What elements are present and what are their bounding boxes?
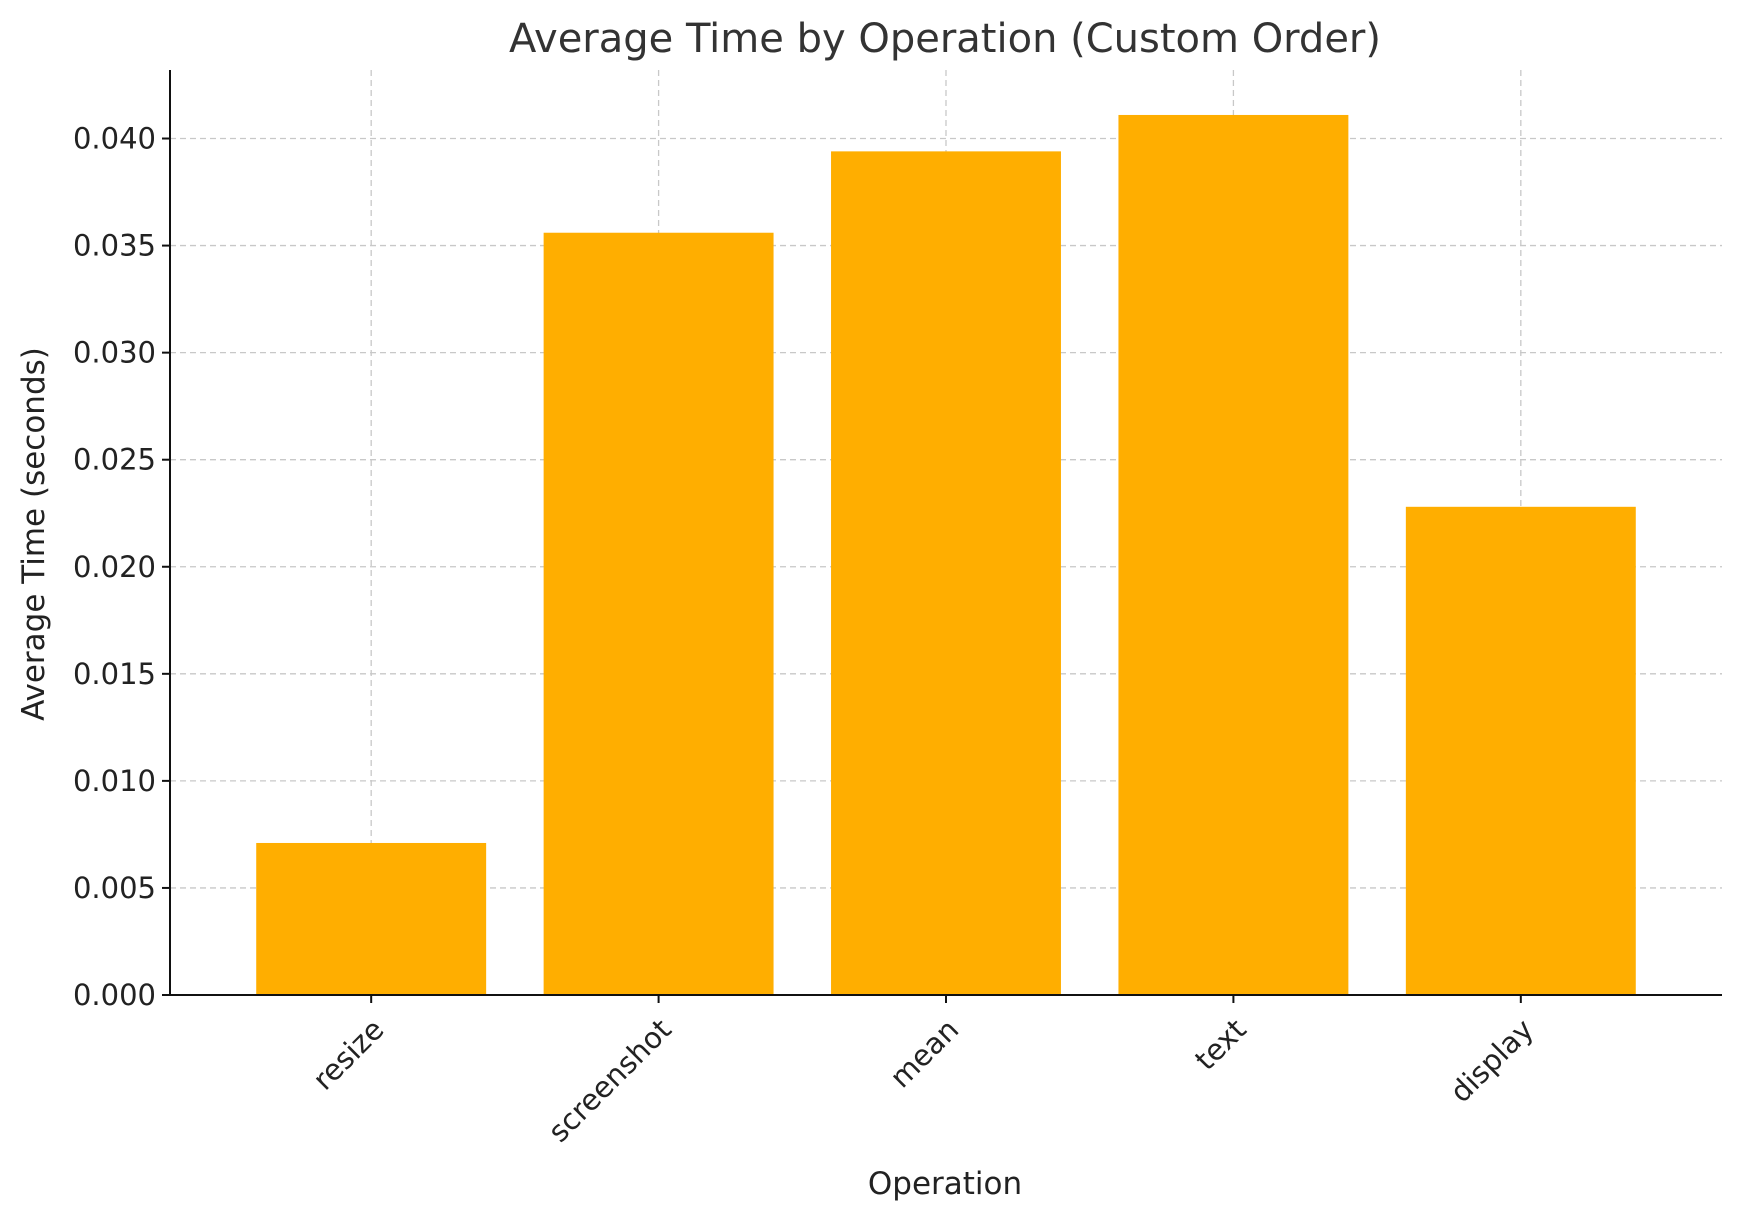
y-tick-label: 0.040 [73,122,156,156]
y-tick-label: 0.030 [73,336,156,370]
bar-resize [256,842,487,995]
x-tick-label: text [1188,1012,1253,1077]
y-tick-label: 0.015 [73,657,156,691]
y-tick-label: 0.025 [73,443,156,477]
bar-display [1405,506,1636,995]
y-axis-label: Average Time (seconds) [16,347,52,721]
x-tick-label: screenshot [541,1012,677,1148]
y-tick-label: 0.035 [73,229,156,263]
x-tick-label: display [1443,1012,1540,1109]
y-tick-label: 0.005 [73,871,156,905]
bars [256,114,1636,996]
x-axis-label: Operation [868,1166,1022,1202]
x-tick-label: mean [883,1012,965,1094]
x-tick-label: resize [306,1012,390,1096]
y-tick-label: 0.020 [73,550,156,584]
y-tick-label: 0.010 [73,764,156,798]
y-ticks: 0.000 0.005 0.010 0.015 0.020 0.025 0.030 0.035… [73,122,170,1012]
bar-screenshot [543,232,774,996]
y-tick-label: 0.000 [73,978,156,1012]
x-ticks: resize screenshot mean text display [306,995,1540,1149]
bar-mean [831,151,1061,996]
bar-text [1118,114,1349,996]
chart-title: Average Time by Operation (Custom Order) [509,16,1381,62]
